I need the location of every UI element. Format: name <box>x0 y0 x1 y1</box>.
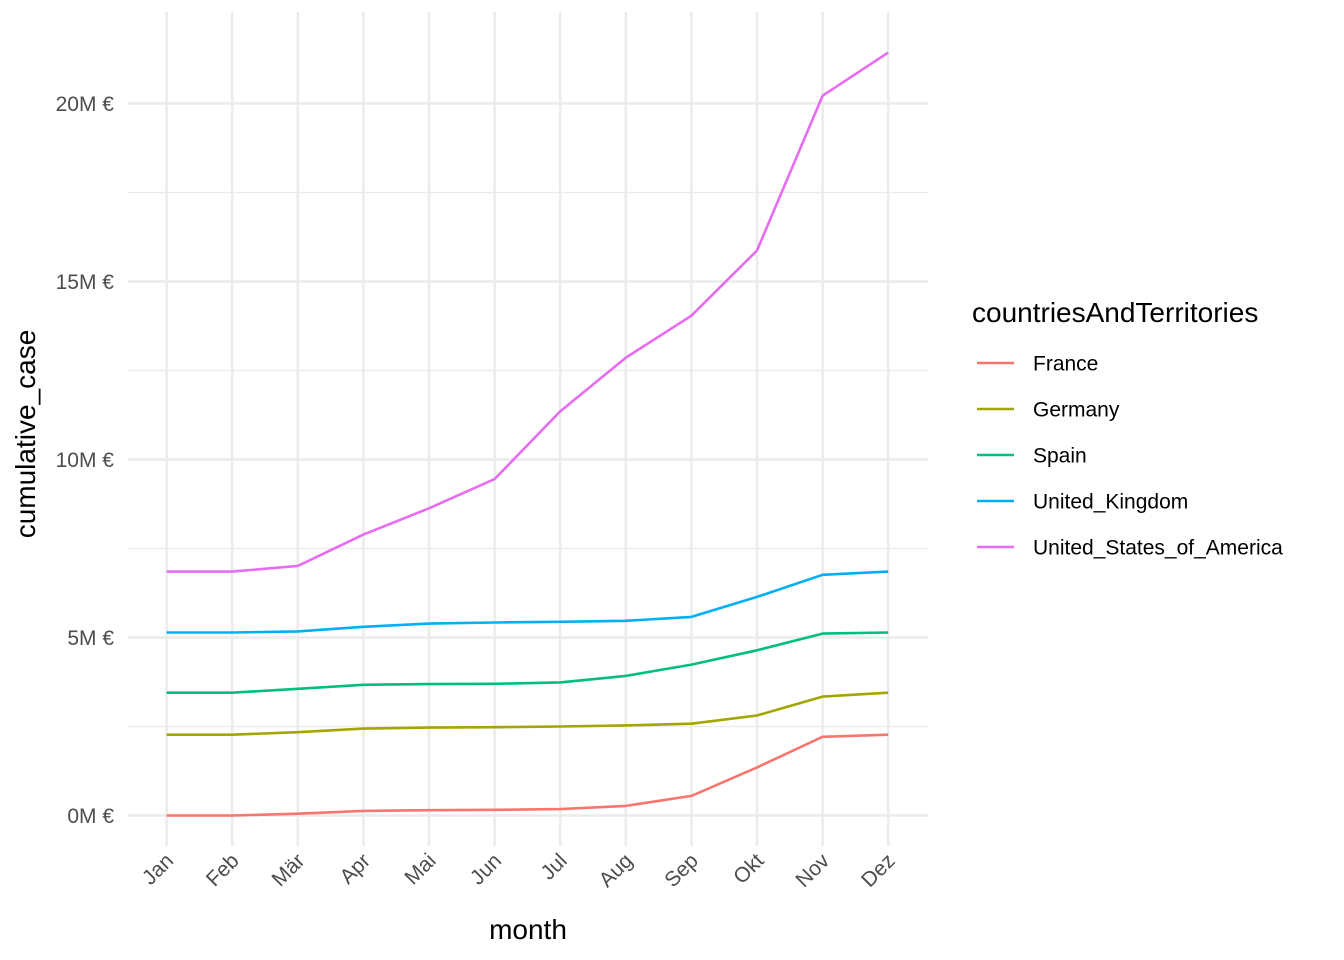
x-tick-label: Nov <box>791 849 834 892</box>
x-tick-label: Jan <box>138 849 178 889</box>
series-line-United_States_of_America <box>166 51 889 573</box>
legend-label: Germany <box>1033 399 1120 422</box>
x-axis-ticks: Jan Feb Mär Apr Mai Jun Jul Aug Sep Okt Nov Dez <box>138 849 900 892</box>
x-tick-label: Mai <box>400 849 440 889</box>
x-tick-label: Sep <box>660 849 703 892</box>
legend-label: United_Kingdom <box>1033 491 1188 514</box>
series-line-Spain <box>166 631 889 695</box>
x-tick-label: Aug <box>595 849 638 892</box>
x-tick-label: Apr <box>336 849 375 888</box>
legend-label: France <box>1033 353 1098 376</box>
y-axis-title: cumulative_case <box>10 330 41 539</box>
x-tick-label: Dez <box>857 849 900 892</box>
y-axis-ticks: 0M € 5M € 10M € 15M € 20M € <box>56 93 115 828</box>
major-gridlines <box>128 12 928 846</box>
series-line-France <box>166 733 889 817</box>
x-tick-label: Jul <box>536 849 571 884</box>
x-tick-label: Mär <box>267 849 309 891</box>
x-tick-label: Okt <box>729 849 768 888</box>
series-lines <box>166 51 889 817</box>
y-tick-label: 5M € <box>67 627 114 650</box>
y-tick-label: 10M € <box>56 449 115 472</box>
x-tick-label: Jun <box>466 849 506 889</box>
legend-label: United_States_of_America <box>1033 537 1283 560</box>
series-line-United_Kingdom <box>166 570 889 634</box>
x-axis-title: month <box>489 914 567 945</box>
y-tick-label: 20M € <box>56 93 115 116</box>
legend-label: Spain <box>1033 445 1087 468</box>
y-tick-label: 0M € <box>67 805 114 828</box>
series-line-Germany <box>166 691 889 737</box>
y-tick-label: 15M € <box>56 271 115 294</box>
legend-title: countriesAndTerritories <box>972 297 1258 328</box>
legend: countriesAndTerritories France Germany Spa… <box>972 297 1283 560</box>
x-tick-label: Feb <box>202 849 244 891</box>
